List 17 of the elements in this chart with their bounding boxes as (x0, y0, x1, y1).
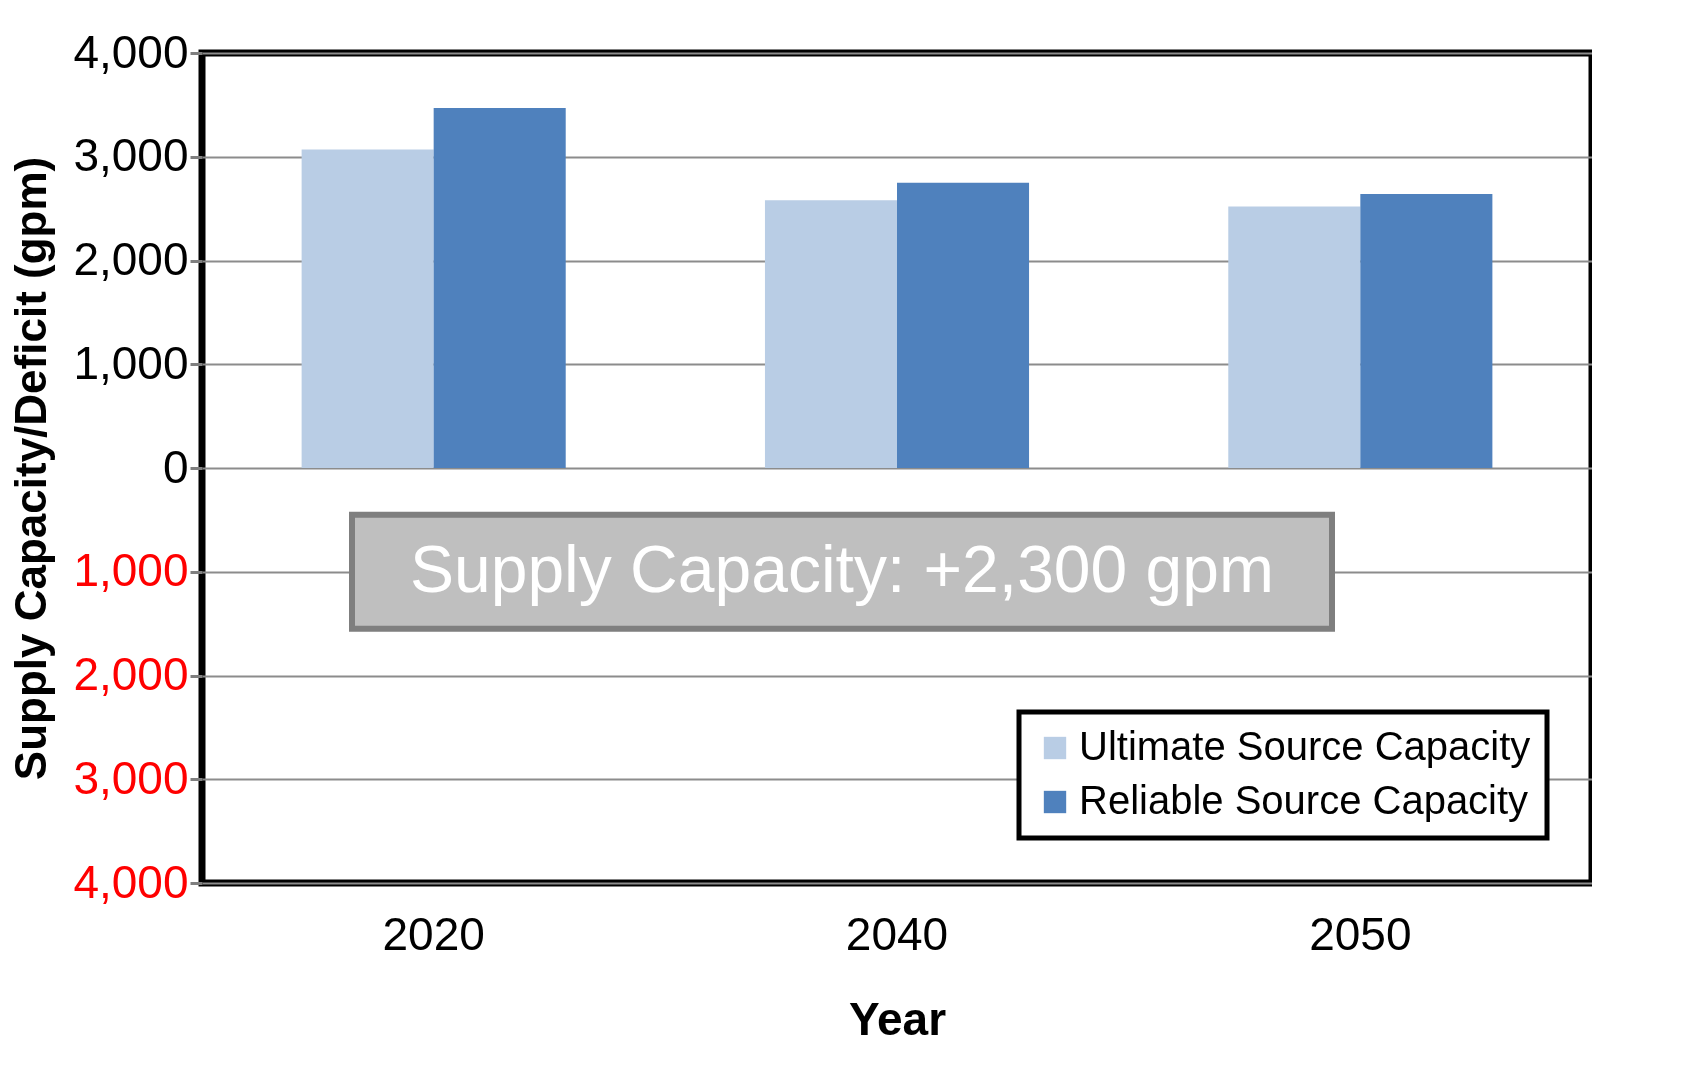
x-tick-label: 2050 (1309, 907, 1412, 960)
x-axis-title: Year (848, 992, 947, 1045)
y-tick-label: 2,000 (73, 233, 189, 285)
y-axis-title: Supply Capacity/Deficit (gpm) (6, 156, 56, 781)
y-tick-label: 1,000 (73, 336, 189, 389)
y-tick-label: 0 (162, 440, 189, 493)
annotation: Supply Capacity: +2,300 gpm (409, 531, 1275, 606)
y-tick-label: 2,000 (73, 648, 189, 700)
x-tick-label: 2020 (382, 907, 485, 960)
y-tick-label: 4,000 (73, 25, 189, 78)
y-tick-label: 4,000 (73, 855, 189, 908)
legend-label: Ultimate Source Capacity (1079, 724, 1531, 768)
legend-label: Reliable Source Capacity (1079, 778, 1529, 822)
y-tick-label: 3,000 (73, 129, 189, 182)
x-tick-label: 2040 (845, 907, 949, 960)
y-tick-label: 3,000 (73, 751, 189, 804)
y-tick-label: 1,000 (73, 544, 189, 597)
